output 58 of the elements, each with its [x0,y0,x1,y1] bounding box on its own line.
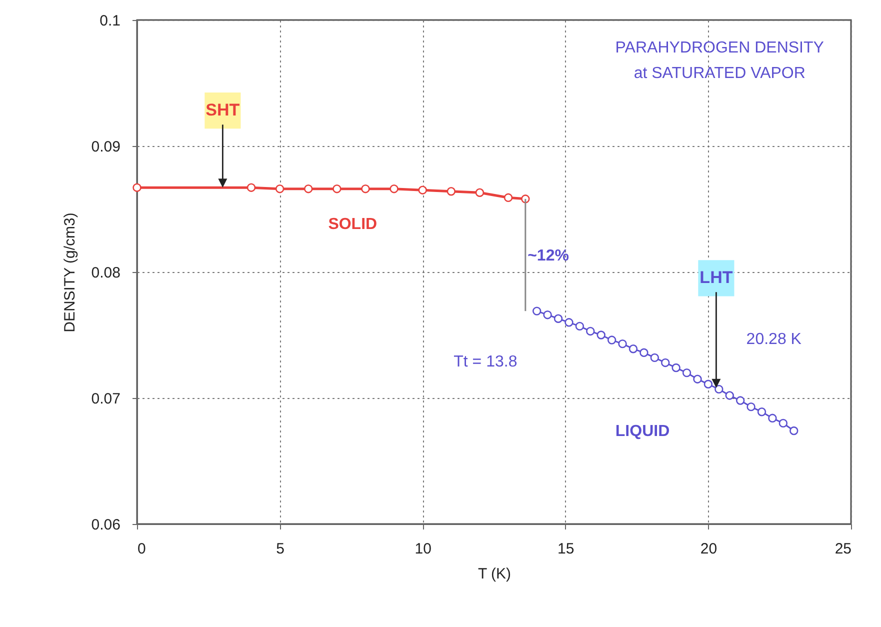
point [446,187,456,196]
annotation: PARAHYDROGEN DENSITY [615,40,824,57]
point [475,188,484,197]
point [618,339,627,348]
point [132,183,142,192]
point [725,391,734,400]
annotation: at SATURATED VAPOR [634,64,806,82]
point [361,184,370,194]
point [746,402,756,412]
point [757,408,766,416]
x-tick-label: 20 [700,540,718,558]
point [275,184,284,194]
point [650,353,660,362]
y-tick-label: 0.1 [100,12,120,30]
point [607,336,616,344]
x-tick-label: 5 [276,540,284,558]
point [768,414,777,423]
annotation: 20.28 K [746,330,802,348]
x-tick-label: 15 [558,540,574,558]
point [332,184,342,194]
annotation: Tt = 13.8 [454,353,518,370]
point [790,426,798,436]
point [693,374,702,384]
point [554,314,563,323]
annotation: LHT [700,268,734,288]
y-tick-label: 0.07 [91,390,120,408]
point [543,310,552,320]
x-tick-label: 10 [414,540,432,558]
point [714,384,724,394]
y-axis-title: DENSITY (g/cm3) [61,212,78,332]
x-tick-label: 0 [138,540,146,558]
point [532,306,542,316]
point [672,363,680,372]
y-tick-label: 0.08 [91,264,120,282]
point [661,358,670,368]
point [704,380,713,388]
point [736,396,745,405]
x-tick-label: 25 [834,540,852,558]
y-tick-label: 0.06 [91,516,120,534]
point [778,418,788,428]
point [564,318,574,327]
point [418,186,427,194]
point [596,330,606,340]
point [246,183,256,192]
point [304,184,313,194]
point [640,348,648,357]
x-axis-title: T (K) [478,566,512,582]
point [586,326,595,336]
point [390,184,398,194]
annotation: LIQUID [615,422,670,440]
point [682,368,692,378]
y-tick-label: 0.09 [91,138,120,156]
annotation: ~12% [528,248,569,265]
point [575,322,584,331]
annotation: SOLID [328,216,378,234]
annotation: SHT [206,100,240,120]
point [628,344,638,354]
point [504,193,513,202]
